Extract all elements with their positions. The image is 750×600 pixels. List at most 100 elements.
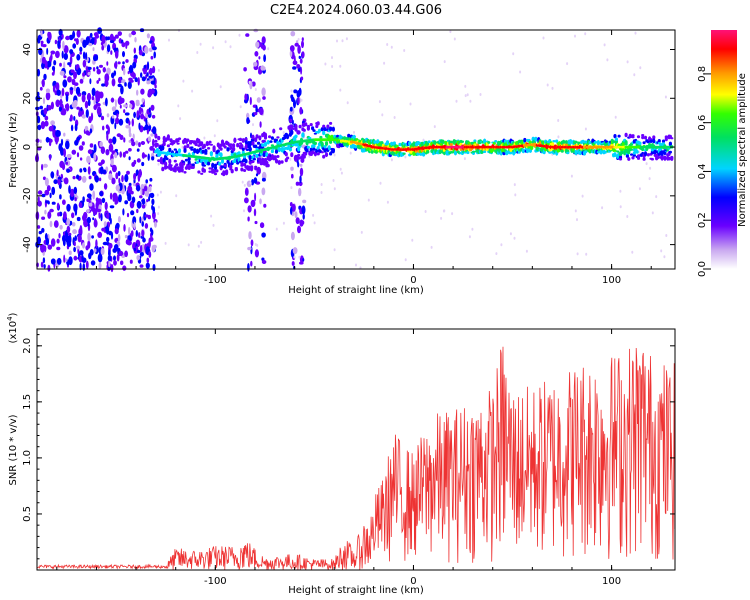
heatmap-noise-cell (243, 209, 245, 213)
heatmap-noise-cell (114, 34, 119, 39)
heatmap-noise-cell (514, 193, 517, 197)
heatmap-noise-cell (509, 232, 512, 236)
heatmap-noise-cell (262, 44, 266, 51)
heatmap-noise-cell (255, 41, 260, 48)
heatmap-ridge-cell (194, 142, 198, 146)
heatmap-noise-cell (300, 76, 304, 81)
heatmap-noise-cell (105, 81, 109, 86)
heatmap-ridge-cell (408, 141, 412, 146)
heatmap-noise-cell (381, 113, 384, 117)
x-tick-label: 100 (602, 275, 621, 286)
heatmap-noise-cell (128, 226, 131, 236)
heatmap-ridge-cell (320, 141, 324, 148)
heatmap-noise-cell (168, 38, 170, 42)
heatmap-noise-cell (124, 174, 129, 183)
heatmap-ridge-cell (603, 150, 607, 154)
heatmap-ridge-cell (251, 134, 255, 140)
heatmap-noise-cell (91, 37, 95, 42)
heatmap-noise-cell (64, 104, 68, 109)
heatmap-noise-cell (42, 176, 46, 181)
heatmap-ridge-cell (304, 122, 308, 126)
heatmap-ridge-cell (347, 133, 351, 138)
heatmap-noise-cell (584, 32, 587, 36)
heatmap-ridge-cell (641, 134, 645, 137)
heatmap-ridge-cell (613, 149, 617, 152)
heatmap-ridge-cell (240, 167, 244, 172)
heatmap-noise-cell (52, 85, 56, 93)
heatmap-noise-cell (146, 72, 149, 77)
heatmap-noise-cell (199, 42, 202, 46)
heatmap-ridge-cell (449, 140, 453, 144)
heatmap-ridge-cell (664, 137, 668, 142)
heatmap-ridge-cell (612, 140, 616, 144)
heatmap-ridge-cell (301, 133, 305, 138)
heatmap-ridge-cell (331, 126, 335, 132)
heatmap-ridge-cell (211, 162, 215, 169)
heatmap-noise-cell (73, 116, 76, 121)
heatmap-noise-cell (111, 106, 117, 112)
heatmap-ridge-cell (441, 139, 445, 144)
heatmap-noise-cell (59, 70, 65, 76)
heatmap-ridge-cell (223, 164, 227, 167)
heatmap-ridge-cell (162, 157, 166, 163)
heatmap-ridge-cell (195, 161, 200, 164)
heatmap-noise-cell (110, 97, 115, 103)
heatmap-ridge-cell (229, 143, 233, 147)
heatmap-noise-cell (614, 115, 617, 119)
heatmap-ridge-cell (331, 149, 335, 152)
heatmap-noise-cell (95, 239, 98, 249)
heatmap-noise-cell (122, 151, 126, 158)
heatmap-noise-cell (179, 117, 182, 121)
heatmap-noise-cell (298, 87, 302, 96)
heatmap-noise-cell (157, 68, 160, 72)
heatmap-ridge-cell (311, 126, 315, 131)
heatmap-noise-cell (301, 37, 304, 42)
heatmap-ridge-cell (254, 137, 258, 143)
snr-frame (36, 328, 676, 571)
heatmap-noise-cell (386, 43, 389, 46)
heatmap-noise-cell (39, 244, 45, 248)
heatmap-noise-cell (566, 62, 569, 66)
heatmap-noise-cell (55, 129, 60, 138)
chart-title: C2E4.2024.060.03.44.G06 (270, 3, 442, 18)
heatmap-noise-cell (339, 88, 342, 92)
heatmap-ridge-cell (354, 144, 358, 149)
heatmap-noise-cell (111, 177, 116, 185)
heatmap-noise-cell (298, 55, 301, 60)
heatmap-noise-cell (62, 40, 65, 50)
heatmap-noise-cell (87, 99, 91, 107)
heatmap-noise-cell (110, 50, 113, 55)
heatmap-ridge-cell (244, 137, 248, 141)
heatmap-noise-cell (262, 96, 266, 100)
heatmap-ridge-cell (551, 142, 555, 147)
heatmap-ridge-cell (569, 139, 573, 145)
heatmap-noise-cell (254, 243, 257, 246)
heatmap-noise-cell (250, 239, 254, 247)
heatmap-noise-cell (59, 224, 63, 230)
heatmap-noise-cell (51, 65, 56, 71)
heatmap-noise-cell (96, 103, 101, 107)
colorbar-tick-label: 0.0 (697, 261, 708, 277)
heatmap-noise-cell (50, 258, 56, 265)
heatmap-noise-cell (89, 183, 94, 191)
heatmap-noise-cell (66, 154, 72, 158)
heatmap-noise-cell (70, 124, 74, 132)
heatmap-ridge-cell (641, 135, 645, 140)
heatmap-noise-cell (73, 71, 77, 80)
heatmap-noise-cell (57, 212, 61, 217)
heatmap-noise-cell (247, 205, 252, 213)
heatmap-noise-cell (108, 260, 111, 268)
heatmap-noise-cell (98, 177, 102, 182)
heatmap-ridge-cell (252, 158, 256, 161)
heatmap-ridge-cell (395, 144, 399, 148)
heatmap-noise-cell (581, 194, 584, 198)
heatmap-noise-cell (47, 264, 51, 272)
heatmap-noise-cell (44, 209, 47, 215)
heatmap-noise-cell (340, 171, 343, 175)
heatmap-noise-cell (63, 45, 69, 54)
heatmap-noise-cell (100, 146, 106, 154)
heatmap-ridge-cell (157, 135, 161, 141)
heatmap-noise-cell (181, 145, 184, 149)
heatmap-ridge-cell (213, 165, 218, 171)
heatmap-noise-cell (53, 179, 58, 185)
